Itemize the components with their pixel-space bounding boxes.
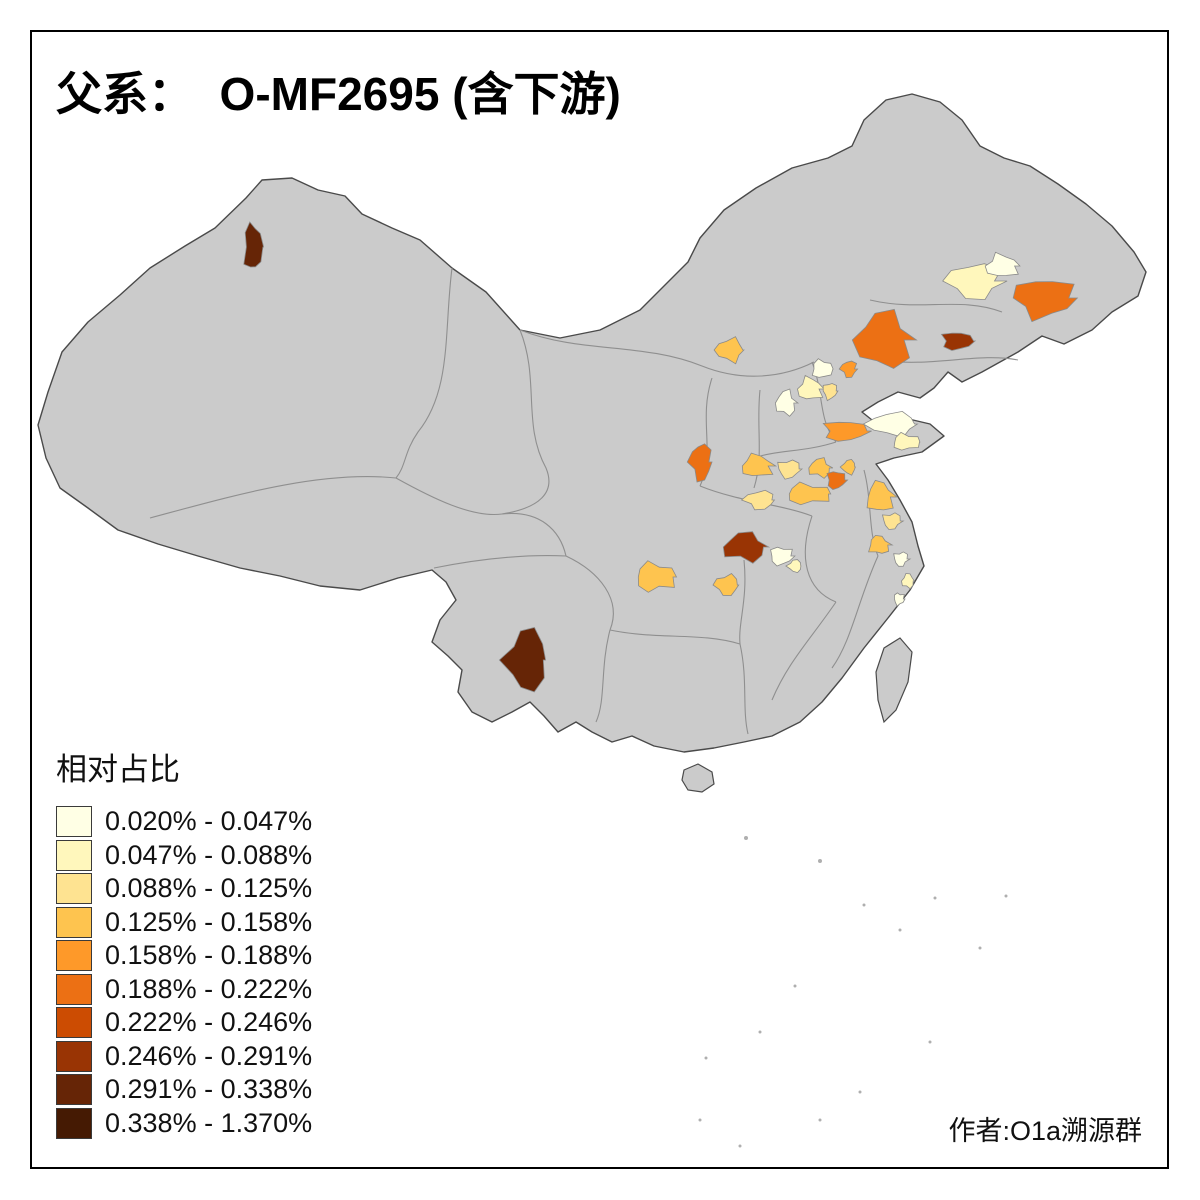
legend-item: 0.125% - 0.158% [56,906,312,940]
legend-swatch [56,806,92,838]
map-region [637,560,678,593]
map-region [722,531,771,564]
legend-swatch [56,873,92,905]
map-region [839,458,856,476]
legend-item: 0.222% - 0.246% [56,1006,312,1040]
legend-item: 0.246% - 0.291% [56,1040,312,1074]
taiwan-island [875,637,913,724]
legend-items: 0.020% - 0.047% 0.047% - 0.088% 0.088% - 0… [56,805,312,1140]
legend-label: 0.047% - 0.088% [105,839,313,870]
page-title: 父系： O-MF2695 (含下游) [56,68,621,120]
legend-item: 0.188% - 0.222% [56,973,312,1007]
map-region [811,358,834,378]
legend: 相对占比 0.020% - 0.047% 0.047% - 0.088% 0.088… [56,744,312,1140]
legend-swatch [56,1074,92,1106]
map-region [774,388,800,417]
map-region [940,332,977,351]
map-region [1012,281,1079,323]
map-region [713,336,745,365]
map-region [498,627,547,693]
legend-label: 0.020% - 0.047% [105,806,313,837]
hainan-island [681,763,715,793]
legend-label: 0.125% - 0.158% [105,906,313,937]
legend-item: 0.047% - 0.088% [56,839,312,873]
map-region [851,308,918,369]
map-region [770,546,796,567]
map-region [741,452,778,477]
map-region [822,383,839,402]
choropleth-regions [243,221,1079,693]
map-region [712,572,740,597]
map-region [785,559,802,574]
legend-swatch [56,839,92,871]
map-region [797,374,826,400]
legend-swatch [56,1040,92,1072]
map-region [822,421,872,442]
legend-item: 0.088% - 0.125% [56,872,312,906]
map-region [826,471,849,490]
legend-swatch [56,906,92,938]
china-mainland-shape [37,93,1147,753]
author-credit: 作者:O1a溯源群 [948,1116,1142,1146]
map-region [868,534,894,554]
legend-item: 0.158% - 0.188% [56,939,312,973]
legend-label: 0.222% - 0.246% [105,1007,313,1038]
legend-swatch [56,1007,92,1039]
map-region [777,459,804,480]
map-region [893,551,912,567]
legend-item: 0.291% - 0.338% [56,1073,312,1107]
map-region [788,481,832,506]
map-region [866,479,899,511]
map-region [893,431,921,451]
map-region [243,221,265,268]
map-region [838,360,859,379]
legend-swatch [56,1107,92,1139]
map-region [881,512,905,530]
legend-label: 0.246% - 0.291% [105,1040,313,1071]
legend-item: 0.020% - 0.047% [56,805,312,839]
map-region [901,573,916,590]
legend-label: 0.158% - 0.188% [105,940,313,971]
legend-swatch [56,973,92,1005]
map-region [894,592,906,607]
map-region [740,489,776,511]
legend-label: 0.338% - 1.370% [105,1107,313,1138]
legend-label: 0.088% - 0.125% [105,873,313,904]
legend-label: 0.188% - 0.222% [105,973,313,1004]
map-region [686,443,713,483]
legend-title: 相对占比 [56,752,180,787]
south-china-sea-islets [698,836,1008,1148]
legend-item: 0.338% - 1.370% [56,1107,312,1141]
map-region [984,251,1021,276]
legend-label: 0.291% - 0.338% [105,1074,313,1105]
legend-swatch [56,940,92,972]
